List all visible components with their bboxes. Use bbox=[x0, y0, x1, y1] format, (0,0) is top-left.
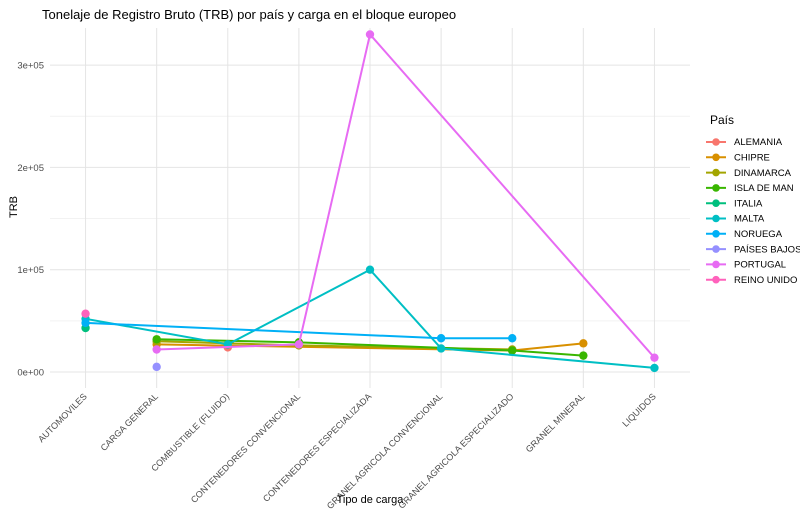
data-point bbox=[152, 335, 161, 344]
series-line-portugal bbox=[156, 32, 656, 359]
legend-key-point bbox=[712, 199, 720, 207]
x-tick-label: GRANEL AGRICOLA ESPECIALIZADO bbox=[396, 391, 515, 510]
legend-key-point bbox=[712, 260, 720, 269]
y-axis-title: TRB bbox=[8, 196, 20, 218]
y-tick-label: 3e+05 bbox=[17, 61, 44, 72]
legend-label: NORUEGA bbox=[734, 229, 783, 240]
legend-title: País bbox=[710, 113, 734, 127]
data-point bbox=[152, 362, 161, 372]
x-tick-label: COMBUSTIBLE (FLUIDO) bbox=[149, 391, 231, 473]
legend-label: DINAMARCA bbox=[734, 168, 792, 179]
legend-label: ITALIA bbox=[734, 198, 763, 209]
x-tick-label: CARGA GENERAL bbox=[99, 391, 161, 453]
data-point bbox=[436, 334, 446, 343]
data-point bbox=[650, 353, 659, 362]
legend-key-point bbox=[712, 168, 720, 177]
legend-key-point bbox=[712, 245, 720, 253]
data-point bbox=[508, 346, 517, 355]
x-tick-label: GRANEL MINERAL bbox=[524, 391, 587, 454]
legend-label: PORTUGAL bbox=[734, 260, 786, 271]
data-point bbox=[294, 340, 304, 349]
y-tick-label: 0e+00 bbox=[17, 368, 44, 379]
x-tick-label: LIQUIDOS bbox=[620, 391, 657, 428]
data-point bbox=[436, 344, 446, 353]
data-point bbox=[365, 30, 375, 39]
data-point bbox=[81, 318, 90, 328]
data-point bbox=[508, 334, 517, 343]
data-point bbox=[81, 309, 90, 318]
x-tick-label: AUTOMOVILES bbox=[36, 391, 89, 444]
legend-label: REINO UNIDO bbox=[734, 275, 797, 286]
legend-label: ISLA DE MAN bbox=[734, 183, 794, 194]
data-point bbox=[579, 351, 588, 360]
legend-key-point bbox=[712, 138, 720, 146]
data-point bbox=[365, 265, 375, 274]
legend-label: ALEMANIA bbox=[734, 137, 783, 148]
legend-key-point bbox=[712, 153, 720, 162]
legend-key-point bbox=[712, 184, 720, 192]
legend-label: PAÍSES BAJOS bbox=[734, 244, 800, 255]
x-axis-title: Tipo de carga bbox=[336, 494, 404, 506]
chart-title: Tonelaje de Registro Bruto (TRB) por paí… bbox=[42, 7, 457, 22]
legend-key-point bbox=[712, 230, 720, 238]
data-point bbox=[152, 345, 161, 354]
data-point bbox=[650, 363, 659, 373]
legend-label: CHIPRE bbox=[734, 153, 770, 164]
data-point bbox=[579, 339, 588, 348]
legend-label: MALTA bbox=[734, 214, 765, 225]
legend-key-point bbox=[712, 275, 720, 284]
y-tick-label: 1e+05 bbox=[17, 265, 44, 276]
legend-key-point bbox=[712, 214, 720, 223]
y-tick-label: 2e+05 bbox=[17, 163, 44, 174]
